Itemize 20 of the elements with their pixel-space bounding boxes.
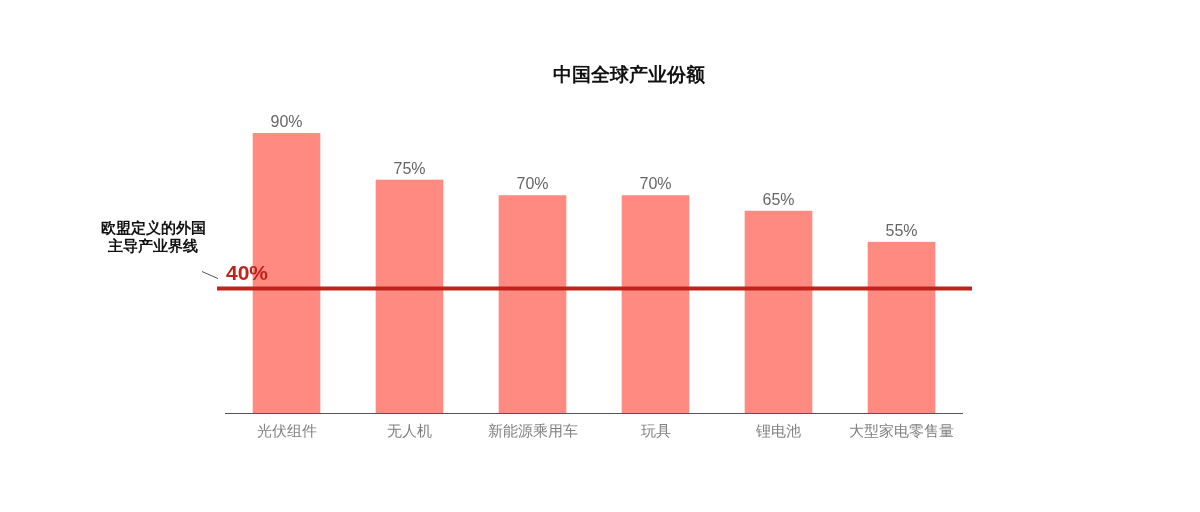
bar (375, 179, 444, 413)
bar (867, 241, 936, 413)
data-label: 70% (639, 175, 672, 193)
data-label: 55% (885, 221, 918, 239)
bar (744, 210, 813, 413)
chart-title: 中国全球产业份额 (553, 64, 706, 85)
text: 欧盟定义的外国主导产业界线 (100, 218, 206, 254)
x-tick-label: 光伏组件 (256, 422, 317, 439)
ref-line-label: 40% (226, 260, 269, 284)
bar (621, 195, 690, 413)
data-label: 90% (270, 113, 303, 130)
x-tick-label: 大型家电零售量 (849, 422, 954, 439)
bar (498, 195, 567, 413)
data-label: 70% (516, 175, 549, 193)
data-label: 65% (762, 190, 795, 208)
x-tick-label: 无人机 (387, 422, 432, 439)
x-tick-label: 锂电池 (755, 422, 801, 439)
x-tick-label: 玩具 (640, 422, 671, 439)
data-label: 75% (393, 159, 426, 177)
x-tick-label: 新能源乘用车 (487, 422, 578, 439)
